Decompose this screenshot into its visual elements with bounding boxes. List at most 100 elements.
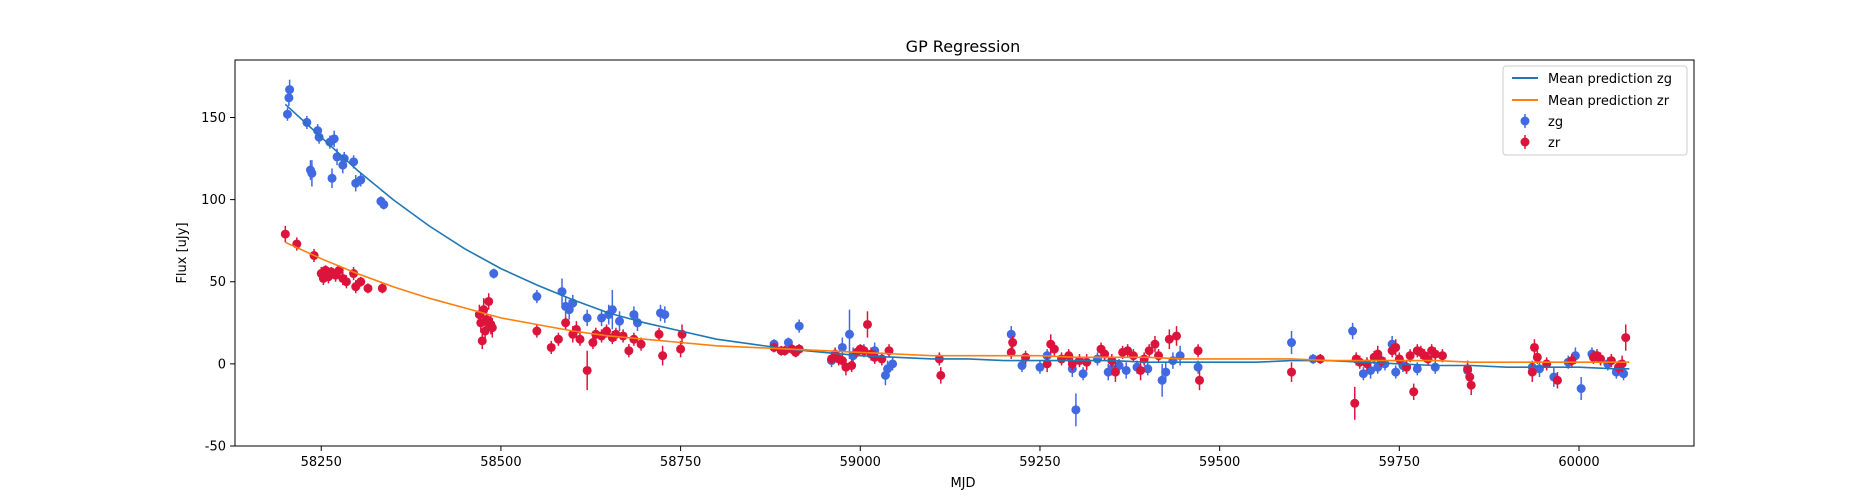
- legend-label-zr-line: Mean prediction zr: [1548, 94, 1670, 109]
- point-zr: [1082, 357, 1092, 367]
- point-zr: [1430, 349, 1440, 359]
- point-zr: [1150, 339, 1160, 349]
- point-zr: [1287, 367, 1297, 377]
- point-zr: [341, 277, 351, 287]
- plot-area: [280, 79, 1631, 427]
- x-tick-label: 58250: [301, 455, 342, 470]
- point-zr: [1100, 349, 1110, 359]
- point-zg: [1071, 405, 1081, 415]
- point-zr: [1617, 359, 1627, 369]
- point-zg: [1143, 364, 1153, 374]
- point-zr: [487, 323, 497, 333]
- point-zr: [658, 351, 668, 361]
- point-zg: [1373, 362, 1383, 372]
- point-zg: [307, 168, 317, 178]
- x-axis-label: MJD: [950, 476, 975, 491]
- point-zr: [624, 346, 634, 356]
- point-zg: [302, 117, 312, 127]
- point-zg: [615, 316, 625, 326]
- point-zr: [1405, 351, 1415, 361]
- point-zg: [1287, 338, 1297, 348]
- point-zg: [845, 329, 855, 339]
- point-zr: [636, 339, 646, 349]
- legend-label-zg-points: zg: [1548, 115, 1563, 130]
- point-zg: [597, 313, 607, 323]
- point-zr: [356, 277, 366, 287]
- point-zg: [1412, 364, 1422, 374]
- point-zr: [936, 370, 946, 380]
- point-zr: [1154, 351, 1164, 361]
- legend-box: [1502, 65, 1688, 156]
- point-zg: [607, 305, 617, 315]
- point-zg: [1078, 369, 1088, 379]
- point-zr: [553, 334, 563, 344]
- point-zg: [1619, 369, 1629, 379]
- point-zr: [1552, 375, 1562, 385]
- point-zg: [1157, 375, 1167, 385]
- point-zr: [1193, 346, 1203, 356]
- point-zr: [1373, 349, 1383, 359]
- point-zg: [783, 338, 793, 348]
- x-tick-label: 59250: [1019, 455, 1060, 470]
- legend-swatch-zg-marker: [1520, 116, 1530, 126]
- point-zg: [285, 85, 295, 95]
- y-tick-label: 0: [218, 357, 226, 372]
- x-tick-label: 59000: [840, 455, 881, 470]
- point-zr: [1064, 351, 1074, 361]
- y-axis-ticks: -50 0 50 100 150: [201, 111, 235, 455]
- point-zr: [1172, 331, 1182, 341]
- point-zr: [654, 329, 664, 339]
- point-zr: [1315, 354, 1325, 364]
- point-zr: [1465, 372, 1475, 382]
- point-zr: [862, 319, 872, 329]
- legend-label-zr-points: zr: [1548, 136, 1561, 151]
- point-zg: [1366, 365, 1376, 375]
- point-zg: [629, 310, 639, 320]
- point-zg: [489, 269, 499, 279]
- point-zr: [1532, 352, 1542, 362]
- point-zg: [314, 132, 324, 142]
- point-zr: [480, 326, 490, 336]
- point-zr: [532, 326, 542, 336]
- point-zr: [546, 342, 556, 352]
- point-zr: [1437, 351, 1447, 361]
- point-zg: [837, 342, 847, 352]
- point-zg: [1348, 326, 1358, 336]
- point-zr: [847, 361, 857, 371]
- point-zg: [1017, 361, 1027, 371]
- y-tick-label: 100: [201, 193, 226, 208]
- point-zr: [377, 283, 387, 293]
- point-zr: [1527, 367, 1537, 377]
- point-zg: [1114, 361, 1124, 371]
- x-axis-ticks: 58250 58500 58750 59000 59250 59500 59750 60000: [301, 446, 1600, 470]
- point-zg: [1193, 362, 1203, 372]
- x-tick-label: 59500: [1199, 455, 1240, 470]
- prediction-lines-layer: [284, 103, 1630, 370]
- point-zr: [1391, 342, 1401, 352]
- point-zr: [582, 365, 592, 375]
- point-zg: [564, 305, 574, 315]
- point-zg: [794, 321, 804, 331]
- point-zg: [1006, 329, 1016, 339]
- point-zg: [888, 359, 898, 369]
- point-zg: [1576, 384, 1586, 394]
- x-tick-label: 59750: [1379, 455, 1420, 470]
- point-zr: [363, 283, 373, 293]
- mean-line-zg: [284, 103, 1630, 370]
- point-zr: [1136, 365, 1146, 375]
- y-tick-label: -50: [205, 440, 226, 455]
- series-zr: [280, 225, 1631, 420]
- point-zr: [676, 344, 686, 354]
- y-tick-label: 150: [201, 111, 226, 126]
- legend-swatch-zr-marker: [1520, 137, 1530, 147]
- axes-frame: [234, 59, 1695, 447]
- point-zr: [561, 318, 571, 328]
- point-zr: [1067, 359, 1077, 369]
- point-zg: [582, 313, 592, 323]
- point-zr: [1621, 333, 1631, 343]
- point-zg: [1358, 369, 1368, 379]
- point-zr: [1042, 359, 1052, 369]
- point-zr: [1144, 346, 1154, 356]
- point-zg: [356, 175, 366, 185]
